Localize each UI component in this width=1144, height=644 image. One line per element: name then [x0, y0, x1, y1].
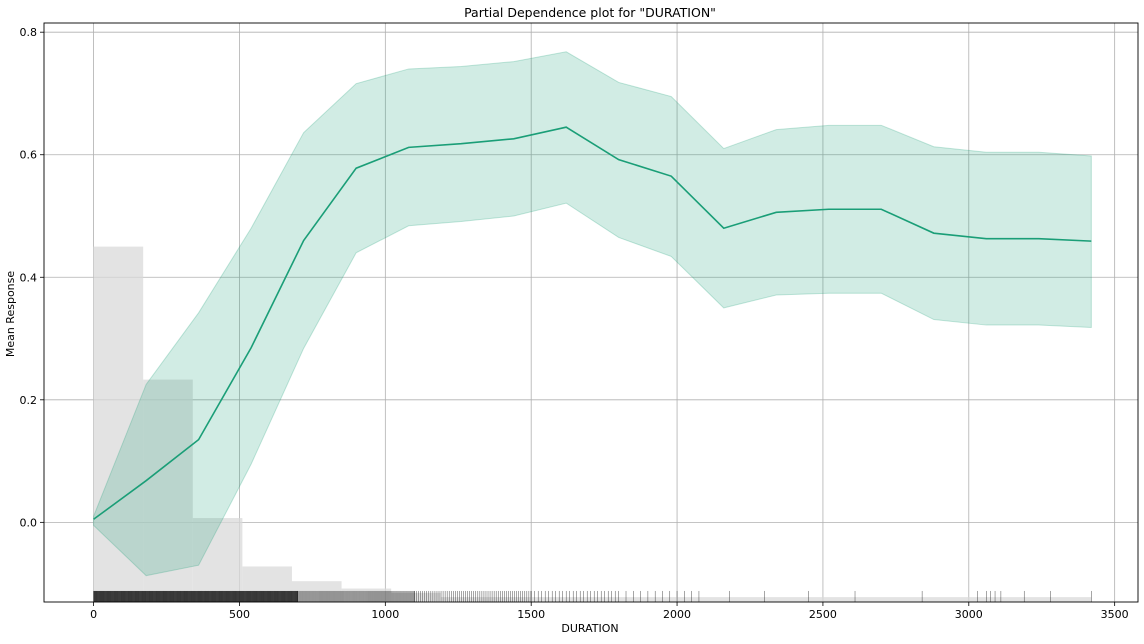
confidence-band-area: [93, 51, 1092, 577]
x-tick-label: 3500: [1101, 608, 1129, 621]
y-tick-label: 0.0: [20, 516, 38, 529]
rug-plot: [93, 590, 1092, 602]
y-axis-ticks: 0.0 0.2 0.4 0.6 0.8: [20, 26, 44, 529]
confidence-band: [93, 51, 1092, 577]
x-axis-label: DURATION: [561, 622, 618, 635]
x-tick-label: 1500: [517, 608, 545, 621]
y-tick-label: 0.6: [20, 149, 38, 162]
y-tick-label: 0.8: [20, 26, 38, 39]
x-tick-label: 3000: [955, 608, 983, 621]
x-tick-label: 500: [229, 608, 250, 621]
histogram-bar: [192, 518, 243, 602]
y-axis-label: Mean Response: [4, 271, 17, 358]
x-tick-label: 2500: [809, 608, 837, 621]
y-tick-label: 0.2: [20, 394, 38, 407]
x-tick-label: 2000: [663, 608, 691, 621]
plot-frame: [43, 22, 1139, 603]
mean-response-line: [93, 126, 1092, 520]
histogram-bar: [143, 379, 193, 602]
mean-response-polyline: [93, 126, 1092, 520]
histogram-bar: [440, 597, 1092, 602]
histogram-bar: [391, 592, 441, 602]
x-tick-label: 1000: [371, 608, 399, 621]
grid: [44, 23, 1138, 602]
chart-title: Partial Dependence plot for "DURATION": [464, 5, 716, 20]
y-tick-label: 0.4: [20, 271, 38, 284]
x-axis-ticks: 0 500 1000 1500 2000 2500 3000 3500: [90, 602, 1129, 621]
histogram-bar: [291, 581, 342, 602]
histogram-bar: [93, 246, 144, 602]
x-tick-label: 0: [90, 608, 97, 621]
